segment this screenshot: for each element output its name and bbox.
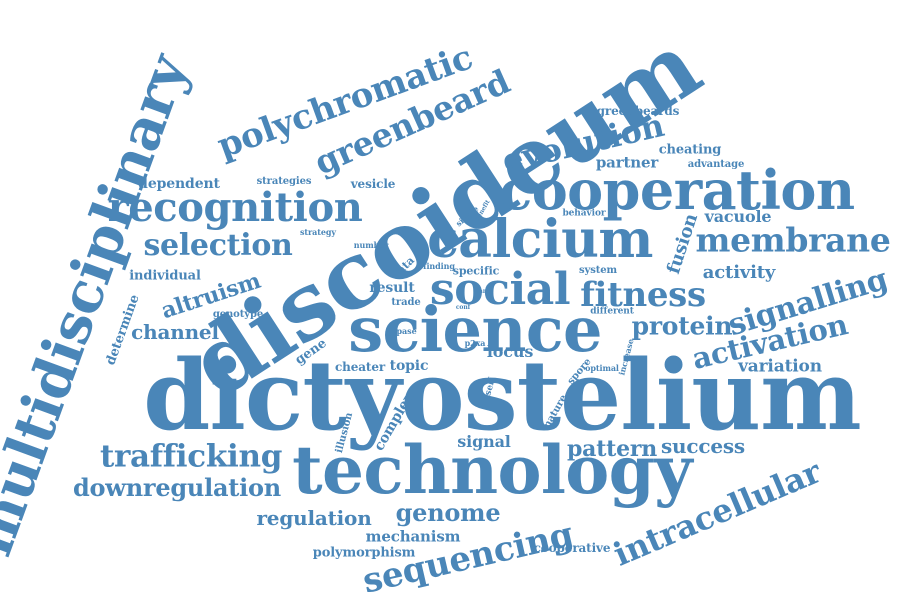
word-conf: conf xyxy=(456,305,470,311)
word-success: success xyxy=(661,436,745,456)
word-cooperative: cooperative xyxy=(534,542,611,554)
word-vacuole: vacuole xyxy=(705,209,772,225)
word-specific: specific xyxy=(453,266,500,277)
word-cheater: cheater xyxy=(335,361,385,373)
word-variation: variation xyxy=(738,359,822,376)
word-different: different xyxy=(590,308,634,317)
word-cheating: cheating xyxy=(659,144,722,157)
word-membrane: membrane xyxy=(695,224,890,257)
word-gtpase: gtpase xyxy=(387,327,416,335)
word-selection: selection xyxy=(143,231,292,261)
word-partner: partner xyxy=(596,156,658,171)
word-mechanism: mechanism xyxy=(366,530,461,545)
word-pattern: pattern xyxy=(567,438,657,460)
word-individual: individual xyxy=(129,270,201,283)
word-protein: protein xyxy=(632,314,733,339)
word-greenbeards: greenbeards xyxy=(597,105,680,117)
word-strategy: strategy xyxy=(300,228,336,236)
word-optimal: optimal xyxy=(585,364,619,372)
word-channel: channel xyxy=(131,322,219,342)
word-result: result xyxy=(369,281,414,295)
word-advantage: advantage xyxy=(688,160,745,170)
word-strategies: strategies xyxy=(257,177,312,187)
word-activity: activity xyxy=(703,264,775,282)
word-behavior: behavior xyxy=(562,210,605,219)
word-vesicle: vesicle xyxy=(351,178,396,190)
word-p2xa: p2xa xyxy=(465,339,486,347)
word-system: system xyxy=(579,266,617,276)
word-dependent: dependent xyxy=(138,177,220,191)
word-topic: topic xyxy=(390,359,429,373)
word-recognition: recognition xyxy=(108,188,363,228)
word-number: number xyxy=(354,241,389,249)
word-signal: signal xyxy=(457,434,510,450)
word-trafficking: trafficking xyxy=(100,442,282,473)
word-regulation: regulation xyxy=(256,508,371,528)
word-locus: locus xyxy=(487,344,533,360)
word-downregulation: downregulation xyxy=(73,476,281,500)
word-polymorphism: polymorphism xyxy=(313,547,416,560)
word-social: social xyxy=(430,268,570,312)
word-genome: genome xyxy=(396,501,501,525)
word-trade: trade xyxy=(391,298,420,308)
word-band: band xyxy=(475,289,491,295)
word-finding: finding xyxy=(423,262,455,270)
word-genotype: genotype xyxy=(213,310,263,320)
